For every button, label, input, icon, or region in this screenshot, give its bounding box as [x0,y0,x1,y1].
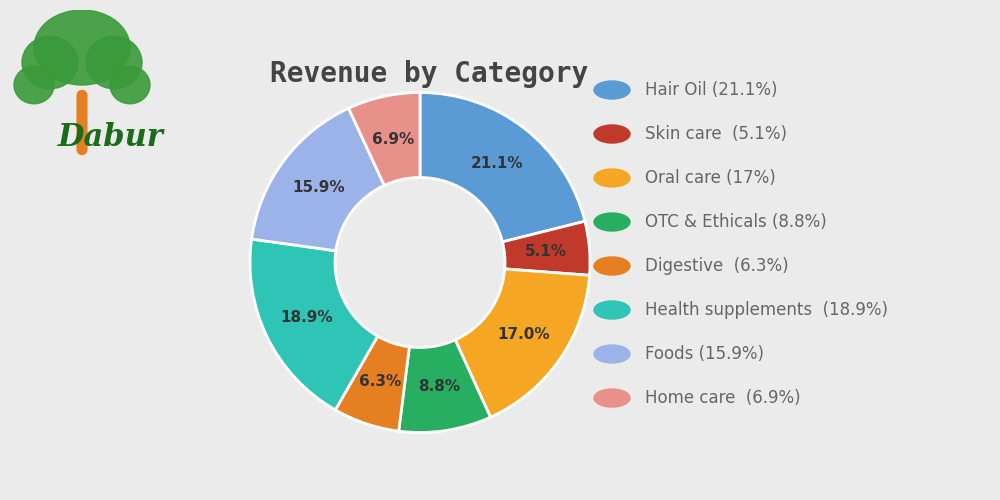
Text: 8.8%: 8.8% [418,380,460,394]
Text: OTC & Ethicals (8.8%): OTC & Ethicals (8.8%) [645,213,827,231]
Text: Skin care  (5.1%): Skin care (5.1%) [645,125,787,143]
Ellipse shape [34,10,130,85]
Text: 15.9%: 15.9% [293,180,345,195]
Wedge shape [335,336,409,431]
Wedge shape [420,92,585,242]
Text: Home care  (6.9%): Home care (6.9%) [645,389,801,407]
Wedge shape [399,340,490,432]
Text: Health supplements  (18.9%): Health supplements (18.9%) [645,301,888,319]
Wedge shape [502,222,590,276]
Text: Hair Oil (21.1%): Hair Oil (21.1%) [645,81,778,99]
Text: 5.1%: 5.1% [524,244,566,260]
Ellipse shape [86,36,142,89]
Text: Dabur: Dabur [58,122,164,152]
Ellipse shape [22,36,78,89]
Text: 6.3%: 6.3% [359,374,401,390]
Text: 6.9%: 6.9% [372,132,414,147]
Text: 21.1%: 21.1% [471,156,524,171]
Wedge shape [455,269,590,417]
Ellipse shape [14,66,54,104]
Text: Digestive  (6.3%): Digestive (6.3%) [645,257,789,275]
Text: Revenue by Category: Revenue by Category [270,60,588,88]
Text: 17.0%: 17.0% [497,327,549,342]
Ellipse shape [110,66,150,104]
Text: Foods (15.9%): Foods (15.9%) [645,345,764,363]
Wedge shape [349,92,420,186]
Text: 18.9%: 18.9% [281,310,333,326]
Text: Oral care (17%): Oral care (17%) [645,169,776,187]
Wedge shape [252,108,384,251]
Wedge shape [250,239,378,410]
